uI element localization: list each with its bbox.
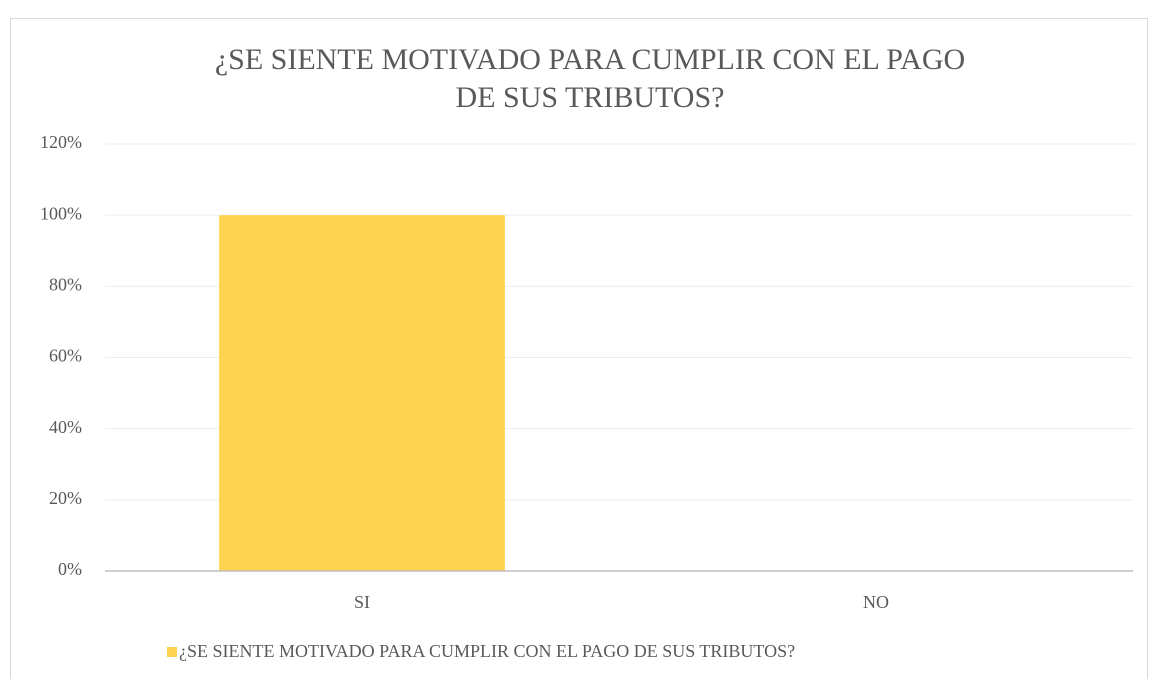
y-tick-label: 0% bbox=[58, 559, 82, 579]
chart-title: ¿SE SIENTE MOTIVADO PARA CUMPLIR CON EL … bbox=[215, 43, 965, 76]
x-tick-label: NO bbox=[863, 592, 889, 612]
chart-title: DE SUS TRIBUTOS? bbox=[456, 81, 725, 114]
y-tick-label: 100% bbox=[40, 203, 82, 223]
chart-frame bbox=[10, 18, 1148, 679]
y-tick-label: 80% bbox=[49, 274, 82, 294]
legend-swatch bbox=[167, 647, 177, 657]
y-tick-label: 20% bbox=[49, 488, 82, 508]
y-tick-label: 40% bbox=[49, 417, 82, 437]
legend-label: ¿SE SIENTE MOTIVADO PARA CUMPLIR CON EL … bbox=[179, 641, 795, 661]
y-tick-label: 120% bbox=[40, 132, 82, 152]
x-tick-label: SI bbox=[354, 592, 370, 612]
bar bbox=[219, 215, 505, 571]
y-tick-label: 60% bbox=[49, 346, 82, 366]
